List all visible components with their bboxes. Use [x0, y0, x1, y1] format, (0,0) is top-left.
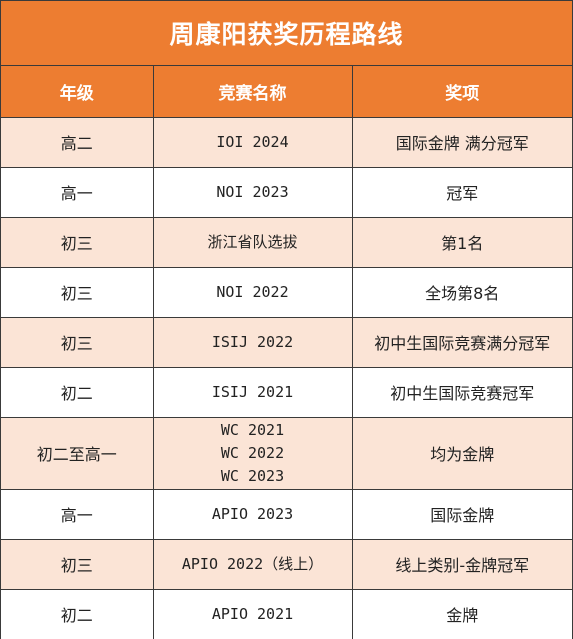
grade-cell: 初二 [1, 366, 154, 418]
award-cell: 线上类别-金牌冠军 [351, 538, 572, 590]
table-row: 初三 APIO 2022（线上） 线上类别-金牌冠军 [1, 538, 572, 590]
table-row: 高二 IOI 2024 国际金牌 满分冠军 [1, 116, 572, 168]
contest-cell: APIO 2021 [152, 588, 353, 639]
award-cell: 初中生国际竞赛冠军 [351, 366, 572, 418]
contest-cell: 浙江省队选拔 [152, 216, 353, 268]
contest-name: ISIJ 2021 [211, 382, 294, 401]
award-cell: 全场第8名 [351, 266, 572, 318]
contest-name: APIO 2021 [211, 604, 294, 623]
grade-cell: 初三 [1, 216, 154, 268]
grade-cell: 初二 [1, 588, 154, 639]
table-row: 初二至高一 WC 2021 WC 2022 WC 2023 均为金牌 [1, 416, 572, 490]
contest-name: WC 2021 [220, 420, 285, 439]
grade-cell: 高一 [1, 166, 154, 218]
table-row: 高一 APIO 2023 国际金牌 [1, 488, 572, 540]
table-row: 高一 NOI 2023 冠军 [1, 166, 572, 218]
contest-name: ISIJ 2022 [211, 332, 294, 351]
table-row: 初三 NOI 2022 全场第8名 [1, 266, 572, 318]
table-row: 初二 APIO 2021 金牌 [1, 588, 572, 639]
header-award: 奖项 [351, 66, 572, 118]
grade-cell: 初三 [1, 266, 154, 318]
table-title: 周康阳获奖历程路线 [1, 1, 572, 66]
award-cell: 第1名 [351, 216, 572, 268]
contest-cell: APIO 2022（线上） [152, 538, 353, 590]
contest-cell: IOI 2024 [152, 116, 353, 168]
grade-cell: 高一 [1, 488, 154, 540]
grade-cell: 初三 [1, 538, 154, 590]
header-grade: 年级 [1, 66, 154, 118]
header-row: 年级 竞赛名称 奖项 [1, 66, 572, 118]
contest-cell: NOI 2022 [152, 266, 353, 318]
award-table: 年级 竞赛名称 奖项 高二 IOI 2024 国际金牌 满分冠军高一 NOI 2023… [1, 66, 572, 639]
table-row: 初三 ISIJ 2022 初中生国际竞赛满分冠军 [1, 316, 572, 368]
table-row: 初三 浙江省队选拔 第1名 [1, 216, 572, 268]
contest-name: NOI 2023 [216, 182, 289, 201]
table-row: 初二 ISIJ 2021 初中生国际竞赛冠军 [1, 366, 572, 418]
header-contest: 竞赛名称 [152, 66, 353, 118]
contest-name: IOI 2024 [216, 132, 289, 151]
grade-cell: 初三 [1, 316, 154, 368]
award-cell: 金牌 [351, 588, 572, 639]
contest-cell: APIO 2023 [152, 488, 353, 540]
contest-cell: ISIJ 2021 [152, 366, 353, 418]
contest-cell: ISIJ 2022 [152, 316, 353, 368]
award-cell: 国际金牌 [351, 488, 572, 540]
contest-name: APIO 2023 [211, 504, 294, 523]
award-cell: 初中生国际竞赛满分冠军 [351, 316, 572, 368]
contest-name: NOI 2022 [216, 282, 289, 301]
grade-cell: 初二至高一 [1, 416, 154, 490]
contest-cell: WC 2021 WC 2022 WC 2023 [152, 416, 353, 490]
contest-cell: NOI 2023 [152, 166, 353, 218]
award-cell: 均为金牌 [351, 416, 572, 490]
award-cell: 冠军 [351, 166, 572, 218]
grade-cell: 高二 [1, 116, 154, 168]
contest-name: APIO 2022（线上） [181, 554, 324, 573]
award-cell: 国际金牌 满分冠军 [351, 116, 572, 168]
contest-name: WC 2022 [220, 443, 285, 462]
contest-name: WC 2023 [220, 466, 285, 485]
contest-name: 浙江省队选拔 [207, 232, 298, 251]
